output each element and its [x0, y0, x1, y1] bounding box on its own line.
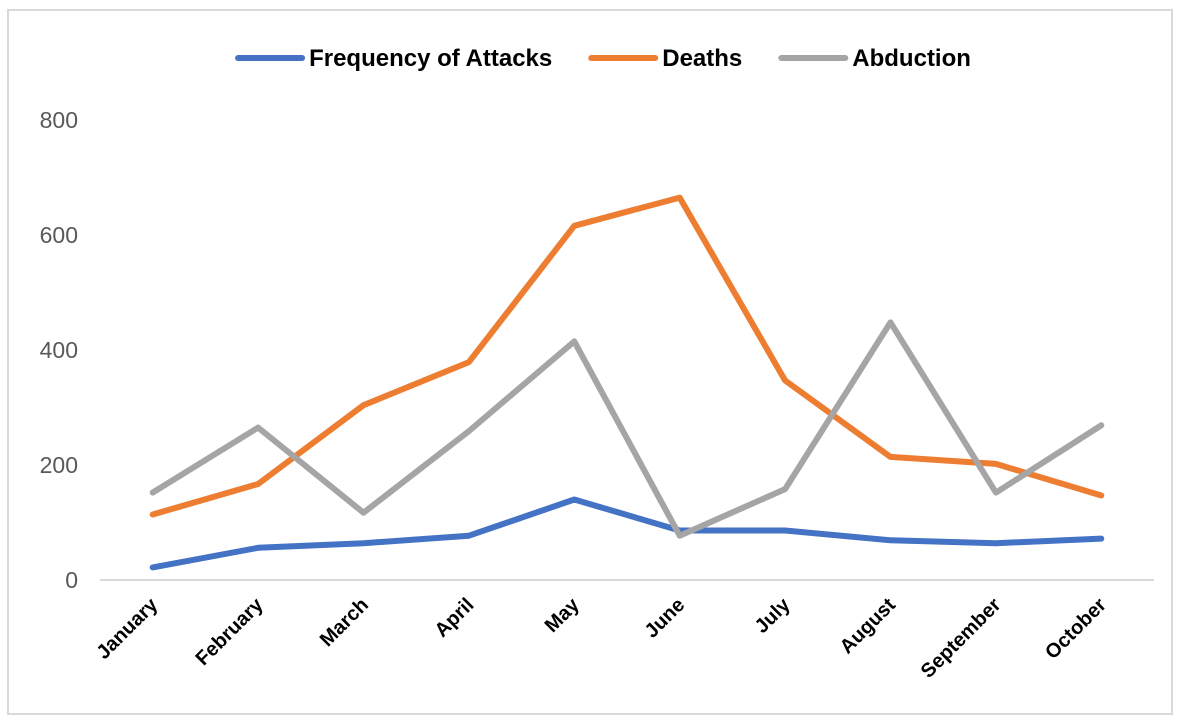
y-axis: 0 200 400 600 800	[40, 107, 78, 593]
x-tick-label: January	[92, 593, 162, 663]
y-tick-label: 400	[40, 337, 78, 363]
series-group	[149, 194, 1105, 571]
y-tick-label: 600	[40, 222, 78, 248]
x-tick-label: May	[541, 593, 585, 637]
x-tick-label: February	[192, 593, 269, 670]
x-tick-label: August	[836, 594, 901, 659]
series-line	[149, 319, 1105, 539]
y-tick-label: 200	[40, 452, 78, 478]
legend-label: Deaths	[662, 45, 742, 72]
x-tick-label: July	[751, 593, 795, 637]
x-tick-label: March	[316, 594, 373, 651]
x-tick-label: June	[641, 594, 690, 643]
legend-label: Frequency of Attacks	[309, 45, 552, 72]
series-line	[149, 194, 1105, 518]
y-tick-label: 800	[40, 107, 78, 133]
x-tick-label: October	[1041, 594, 1111, 664]
y-tick-label: 0	[65, 567, 78, 593]
x-axis: January February March April May June July Augu…	[92, 593, 1111, 682]
legend-label: Abduction	[852, 45, 971, 72]
series-line	[149, 496, 1105, 571]
x-tick-label: April	[431, 594, 479, 642]
chart-frame	[7, 9, 1173, 715]
x-tick-label: September	[917, 594, 1006, 683]
legend: Frequency of Attacks Deaths Abduction	[235, 45, 971, 72]
